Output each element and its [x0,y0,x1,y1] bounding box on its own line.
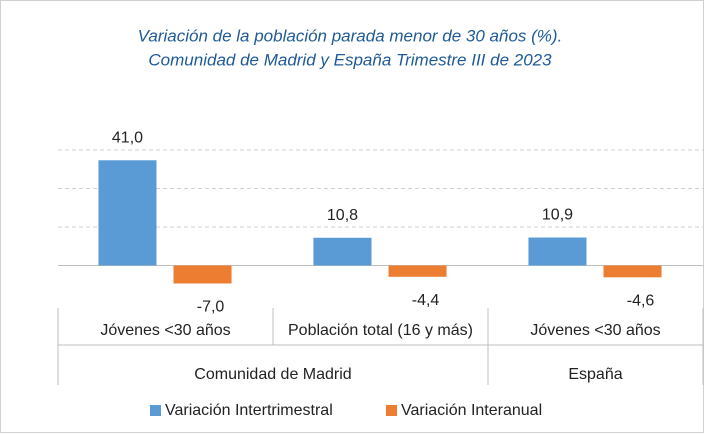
value-label: -4,6 [627,293,655,310]
group-label: Comunidad de Madrid [194,366,351,383]
bar [528,237,587,266]
bar [603,265,662,278]
bar [388,265,447,277]
bar [98,160,157,266]
x-tick-label: Población total (16 y más) [288,322,473,339]
group-label: España [568,366,622,383]
chart-title: Variación de la población parada menor d… [138,26,563,45]
value-label: 41,0 [112,129,143,146]
legend-label: Variación Interanual [401,402,542,419]
x-tick-label: Jóvenes <30 años [100,322,230,339]
chart-subtitle: Comunidad de Madrid y España Trimestre I… [148,50,552,69]
x-tick-label: Jóvenes <30 años [530,322,660,339]
value-label: 10,9 [542,207,573,224]
legend-swatch [150,405,161,416]
legend-label: Variación Intertrimestral [165,402,333,419]
value-label: -4,4 [412,292,440,309]
bar [173,265,232,284]
value-label: 10,8 [327,207,358,224]
bar [313,237,372,266]
legend-swatch [386,405,397,416]
value-label: -7,0 [197,299,225,316]
